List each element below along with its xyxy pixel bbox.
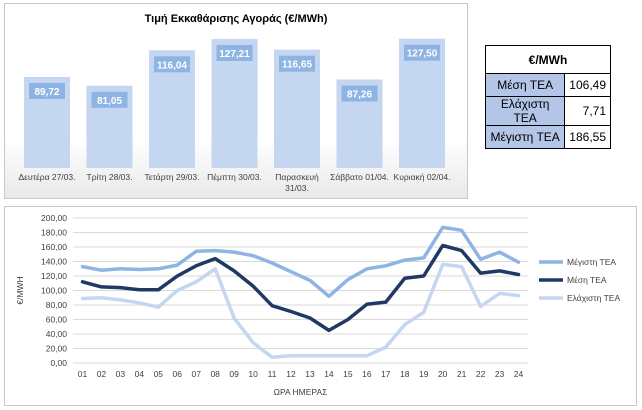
y-tick-label: 100,00: [41, 286, 67, 296]
series-line: [80, 262, 521, 359]
stats-row-max: Μέγιστη ΤΕΑ 186,55: [484, 125, 611, 149]
x-tick-label: 07: [191, 369, 201, 379]
stats-value: 7,71: [564, 96, 611, 126]
bar-label-box: [279, 55, 315, 72]
bar-data-label: 116,65: [282, 60, 312, 71]
legend-label: Μέγιστη ΤΕΑ: [567, 257, 616, 267]
x-tick-label: 06: [173, 369, 183, 379]
bar-chart-panel: Τιμή Εκκαθάρισης Αγοράς (€/MWh) 89,72 Δευτ…: [4, 3, 468, 199]
stats-header: €/MWh: [485, 45, 611, 74]
y-tick-label: 140,00: [41, 257, 67, 267]
x-tick-label: 18: [400, 369, 410, 379]
legend-label: Ελάχιστη ΤΕΑ: [567, 293, 620, 303]
x-tick-label: 09: [229, 369, 239, 379]
x-tick-label: 14: [324, 369, 334, 379]
x-tick-label: 02: [97, 369, 107, 379]
series-line: [80, 225, 521, 299]
stats-label: Μέση ΤΕΑ: [484, 73, 566, 97]
bar-category-label: 31/03.: [285, 183, 309, 193]
x-tick-label: 12: [286, 369, 296, 379]
bar-data-label: 89,72: [34, 87, 59, 98]
x-tick-label: 04: [135, 369, 145, 379]
y-tick-label: 180,00: [41, 228, 67, 238]
bar-chart: Τιμή Εκκαθάρισης Αγοράς (€/MWh) 89,72 Δευτ…: [18, 13, 451, 193]
y-tick-label: 80,00: [46, 300, 68, 310]
stats-table: €/MWh Μέση ΤΕΑ 106,49 Ελάχιστη ΤΕΑ 7,71 …: [484, 45, 611, 149]
bar-category-label: Δευτέρα 27/03.: [18, 172, 75, 182]
line-chart-panel: 0,00 20,00 40,00 60,00 80,00 100,00 120,00 140,…: [4, 206, 637, 406]
bar-label-box: [154, 56, 190, 73]
x-tick-label: 03: [116, 369, 126, 379]
bar-chart-title: Τιμή Εκκαθάρισης Αγοράς (€/MWh): [145, 13, 328, 25]
x-tick-label: 05: [154, 369, 164, 379]
x-tick-label: 15: [343, 369, 353, 379]
bar-data-label: 116,04: [157, 60, 187, 71]
stats-label: Ελάχιστη ΤΕΑ: [484, 96, 566, 126]
bar-label-box: [91, 91, 128, 108]
bar-category-label: Τρίτη 28/03.: [87, 172, 133, 182]
bar-category-label: Πέμπτη 30/03.: [207, 172, 262, 182]
x-tick-label: 22: [476, 369, 486, 379]
bar-label-box: [341, 85, 378, 102]
y-axis-label: €/MWH: [15, 276, 25, 304]
bar-label-box: [29, 82, 65, 99]
bar-category-label: Παρασκευή: [275, 172, 319, 182]
bar-data-label: 81,05: [97, 96, 122, 107]
x-tick-label: 10: [248, 369, 258, 379]
x-tick-label: 19: [419, 369, 429, 379]
bar-label-box: [216, 44, 253, 61]
x-tick-label: 23: [495, 369, 505, 379]
x-tick-label: 11: [268, 369, 277, 379]
y-tick-label: 60,00: [46, 315, 68, 325]
bar-data-label: 127,21: [219, 49, 250, 60]
x-tick-label: 17: [381, 369, 391, 379]
bar-category-label: Τετάρτη 29/03.: [145, 172, 200, 182]
bar-category-label: Κυριακή 02/04.: [394, 172, 451, 182]
bar-label-box: [404, 44, 440, 61]
y-tick-label: 40,00: [46, 329, 68, 339]
stats-row-min: Ελάχιστη ΤΕΑ 7,71: [484, 96, 611, 126]
bar-category-label: Σάββατο 01/04.: [330, 172, 389, 182]
line-chart: 0,00 20,00 40,00 60,00 80,00 100,00 120,00 140,…: [15, 213, 620, 397]
x-tick-label: 13: [305, 369, 315, 379]
y-tick-label: 120,00: [41, 271, 67, 281]
stats-value: 186,55: [564, 125, 611, 149]
y-tick-label: 20,00: [46, 344, 68, 354]
x-tick-label: 08: [210, 369, 220, 379]
stats-label: Μέγιστη ΤΕΑ: [484, 125, 566, 149]
y-tick-label: 0,00: [50, 358, 67, 368]
x-axis-label: ΩΡΑ ΗΜΕΡΑΣ: [274, 387, 328, 397]
x-tick-label: 24: [514, 369, 524, 379]
stats-value: 106,49: [564, 73, 611, 97]
stats-row-mean: Μέση ΤΕΑ 106,49: [484, 73, 611, 97]
x-tick-label: 20: [438, 369, 448, 379]
bar-data-label: 127,50: [407, 49, 438, 60]
legend-label: Μέση ΤΕΑ: [567, 275, 607, 285]
x-tick-label: 16: [362, 369, 372, 379]
series-line: [80, 243, 521, 333]
bar-data-label: 87,26: [347, 89, 372, 100]
y-tick-label: 200,00: [41, 213, 67, 223]
x-tick-label: 21: [457, 369, 467, 379]
y-tick-label: 160,00: [41, 242, 67, 252]
x-tick-label: 01: [78, 369, 88, 379]
